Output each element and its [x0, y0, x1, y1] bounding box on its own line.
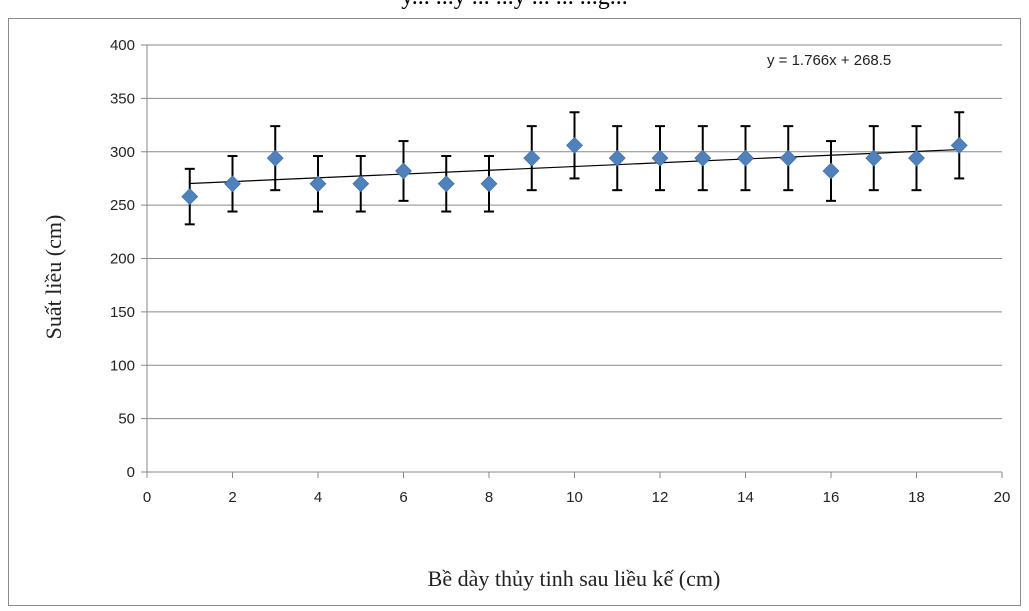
data-point [566, 136, 583, 154]
clipped-caption-text: y... ...y ... ...y ... ... ...g... [0, 0, 1029, 11]
error-bars [184, 111, 965, 226]
y-tick-label: 250 [110, 197, 135, 214]
y-tick-label: 300 [110, 144, 135, 161]
data-point [309, 175, 327, 193]
y-tick-label: 100 [110, 357, 135, 374]
y-tick-label: 150 [110, 304, 135, 321]
data-point [181, 188, 199, 206]
data-point [224, 175, 241, 193]
clipped-caption-strip: y... ...y ... ...y ... ... ...g... [0, 0, 1029, 22]
data-point [437, 175, 455, 193]
y-tick-label: 50 [118, 411, 135, 428]
x-tick-label: 8 [485, 489, 493, 506]
data-point [822, 162, 840, 180]
chart-area: 0 50 100 150 200 250 300 350 400 0 2 4 6 8 10 12 14 16 18… [8, 18, 1021, 606]
data-point [908, 149, 925, 167]
trendline-equation: y = 1.766x + 268.5 [767, 52, 891, 69]
x-axis-title: Bề dày thủy tinh sau liều kế (cm) [428, 566, 721, 591]
data-point [608, 149, 626, 167]
data-point [865, 149, 883, 167]
x-tick-label: 10 [566, 489, 583, 506]
x-tick-labels: 0 2 4 6 8 10 12 14 16 18 20 [143, 489, 1011, 506]
x-tick-label: 0 [143, 489, 151, 506]
data-point [651, 149, 669, 167]
x-tick-label: 14 [737, 489, 754, 506]
data-point [523, 149, 541, 167]
data-point [779, 149, 797, 167]
x-tick-label: 6 [399, 489, 407, 506]
data-point [694, 149, 712, 167]
x-tick-label: 16 [823, 489, 840, 506]
y-axis-title: Suất liều (cm) [41, 215, 66, 340]
x-tick-label: 2 [228, 489, 236, 506]
y-tick-label: 400 [110, 37, 135, 54]
gridlines [147, 44, 1002, 420]
y-tick-label: 200 [110, 251, 135, 268]
axes [141, 44, 1003, 478]
data-point [395, 162, 412, 180]
data-point [480, 175, 498, 193]
data-point [352, 175, 370, 193]
data-point [950, 136, 968, 154]
y-tick-label: 0 [127, 464, 135, 481]
data-point [737, 149, 754, 167]
data-point [266, 149, 284, 167]
x-tick-label: 18 [908, 489, 925, 506]
data-points [181, 136, 968, 206]
x-tick-label: 12 [652, 489, 669, 506]
chart-svg: 0 50 100 150 200 250 300 350 400 0 2 4 6 8 10 12 14 16 18… [41, 37, 1011, 591]
x-tick-label: 4 [314, 489, 322, 506]
y-tick-label: 350 [110, 90, 135, 107]
y-tick-labels: 0 50 100 150 200 250 300 350 400 [110, 37, 135, 481]
x-tick-label: 20 [994, 489, 1011, 506]
